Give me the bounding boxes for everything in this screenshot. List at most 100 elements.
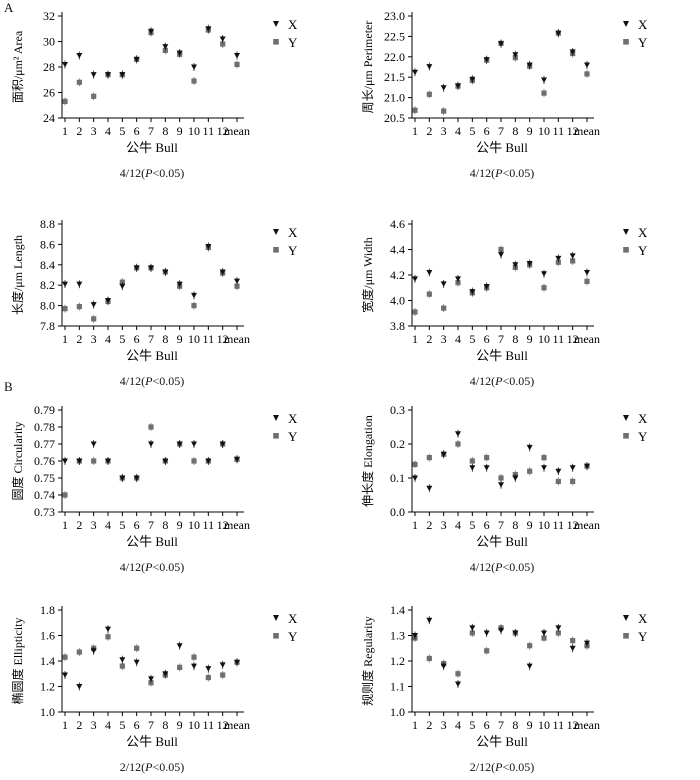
point-x [191, 292, 197, 299]
point-x [440, 281, 447, 287]
y-tick-label: 1.4 [40, 654, 55, 668]
point-x [541, 465, 547, 471]
point-y [220, 672, 226, 678]
point-y [541, 285, 547, 291]
y-tick-label: 22.0 [384, 50, 405, 64]
x-tick-label: 9 [527, 518, 533, 532]
point-x [219, 441, 226, 447]
point-x [176, 643, 183, 649]
legend-marker-y [623, 39, 629, 45]
y-axis-label: 面积/μm² Area [11, 30, 25, 103]
point-x [569, 49, 576, 55]
y-tick-label: 23.0 [384, 9, 405, 23]
x-tick-label: 12 [217, 124, 229, 138]
legend-label-y: Y [288, 243, 298, 258]
chart-panel-perimeter: 20.5 21.0 21.5 22.0 22.5 23.0 1 2 3 4 5 6 7 8 9 10 11 12 m… [350, 4, 700, 186]
point-x [205, 458, 212, 464]
point-x [219, 36, 226, 42]
legend-label-x: X [638, 17, 648, 32]
y-tick-label: 7.8 [40, 319, 55, 333]
point-x [541, 77, 547, 84]
chart-panel-width: 3.8 4.0 4.2 4.4 4.6 1 2 3 4 5 6 7 8 9 10 11 12 mean 宽度/μm … [350, 212, 700, 394]
legend-label-x: X [288, 17, 298, 32]
point-x [191, 663, 197, 670]
x-tick-label: 7 [498, 124, 504, 138]
x-tick-label: 8 [512, 332, 518, 346]
point-y [498, 246, 504, 253]
y-tick-label: 4.6 [390, 217, 405, 231]
point-x [483, 630, 490, 636]
point-y [191, 303, 197, 309]
point-x [584, 463, 590, 470]
point-x [555, 255, 562, 262]
caption-regularity: 2/12(P<0.05) [469, 760, 535, 774]
x-tick-label: 1 [412, 718, 418, 732]
x-tick-label: 3 [91, 518, 97, 532]
point-x [176, 281, 183, 288]
x-tick-label: 9 [177, 518, 183, 532]
x-tick-label: 2 [76, 124, 82, 138]
x-tick-label: 3 [91, 718, 97, 732]
point-x [133, 265, 140, 271]
legend-label-x: X [638, 225, 648, 240]
x-tick-label: 7 [148, 718, 154, 732]
y-tick-label: 8.6 [40, 237, 55, 251]
y-tick-label: 8.2 [40, 278, 55, 292]
legend-marker-y [623, 633, 629, 639]
legend-marker-y [273, 39, 279, 45]
legend-marker-y [273, 633, 279, 639]
x-tick-label: mean [574, 718, 600, 732]
point-x [512, 52, 519, 58]
legend-label-x: X [288, 411, 298, 426]
point-y [469, 458, 475, 464]
x-axis-label: 公牛 Bull [126, 534, 178, 549]
point-x [162, 44, 169, 50]
y-axis-label: 规则度 Regularity [360, 616, 375, 706]
y-tick-label: 0.78 [34, 420, 55, 434]
point-x [148, 676, 154, 682]
x-tick-label: 11 [203, 518, 215, 532]
x-tick-label: 6 [484, 718, 490, 732]
point-x [119, 657, 126, 663]
point-x [526, 62, 533, 68]
x-tick-label: 1 [62, 518, 68, 532]
point-x [426, 485, 433, 492]
y-axis-label: 椭圆度 Ellipticity [10, 618, 25, 705]
point-y [234, 283, 240, 289]
point-y [484, 455, 490, 461]
point-x [584, 640, 590, 647]
point-x [426, 617, 433, 624]
chart-svg-circularity: 0.730.740.750.760.770.780.791 2 3 4 5 6 7 8 9 10 1… [10, 403, 298, 549]
point-y [62, 306, 68, 312]
chart-svg-width: 3.84.04.24.44.61 2 3 4 5 6 7 8 9 10 11 12mean宽度/μm … [360, 217, 648, 363]
caption-area: 4/12(P<0.05) [119, 166, 185, 180]
point-x [455, 681, 461, 687]
point-x [76, 53, 83, 59]
x-tick-label: 11 [553, 518, 565, 532]
point-y [76, 79, 82, 85]
caption-width: 4/12(P<0.05) [469, 374, 535, 388]
point-x [412, 633, 418, 639]
x-tick-label: 4 [105, 124, 111, 138]
point-x [176, 441, 183, 447]
y-tick-label: 4.0 [390, 294, 405, 308]
x-tick-label: 12 [567, 518, 579, 532]
x-tick-label: 4 [105, 332, 111, 346]
caption-circularity: 4/12(P<0.05) [119, 560, 185, 574]
point-x [191, 64, 197, 70]
point-y [570, 638, 576, 644]
caption-length: 4/12(P<0.05) [119, 374, 185, 388]
x-tick-label: 12 [567, 718, 579, 732]
point-y [584, 278, 590, 284]
x-tick-label: 9 [527, 124, 533, 138]
legend-label-y: Y [638, 429, 648, 444]
point-y [91, 93, 97, 99]
x-tick-label: 10 [538, 718, 550, 732]
x-tick-label: 9 [177, 718, 183, 732]
point-x [512, 475, 519, 481]
x-tick-label: 7 [498, 718, 504, 732]
point-x [469, 465, 476, 471]
legend-marker-x [623, 21, 629, 27]
point-x [455, 276, 461, 282]
